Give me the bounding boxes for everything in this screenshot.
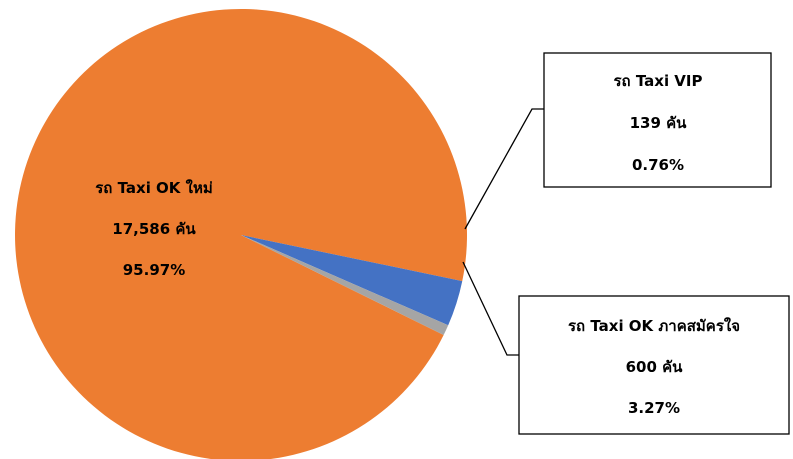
slice-label-vip: รถ Taxi VIP xyxy=(613,72,702,90)
slice-vip xyxy=(241,235,449,336)
slice-label-voluntary: รถ Taxi OK ภาคสมัครใจ xyxy=(568,317,740,335)
callout-box-vip xyxy=(543,52,772,188)
slice-count-voluntary: 600 คัน xyxy=(626,358,684,376)
slice-new-ok xyxy=(15,8,467,459)
leader-line-vip xyxy=(464,108,544,230)
leader-line-voluntary xyxy=(462,261,519,356)
slice-percent-vip: 0.76% xyxy=(632,156,684,174)
callout-box-voluntary xyxy=(518,295,790,435)
slice-label-new-ok: รถ Taxi OK ใหม่ xyxy=(95,179,213,197)
slice-count-vip: 139 คัน xyxy=(630,114,688,132)
slice-voluntary xyxy=(241,235,463,326)
slice-count-new-ok: 17,586 คัน xyxy=(112,220,196,238)
slice-percent-new-ok: 95.97% xyxy=(123,261,185,279)
slice-percent-voluntary: 3.27% xyxy=(628,399,680,417)
